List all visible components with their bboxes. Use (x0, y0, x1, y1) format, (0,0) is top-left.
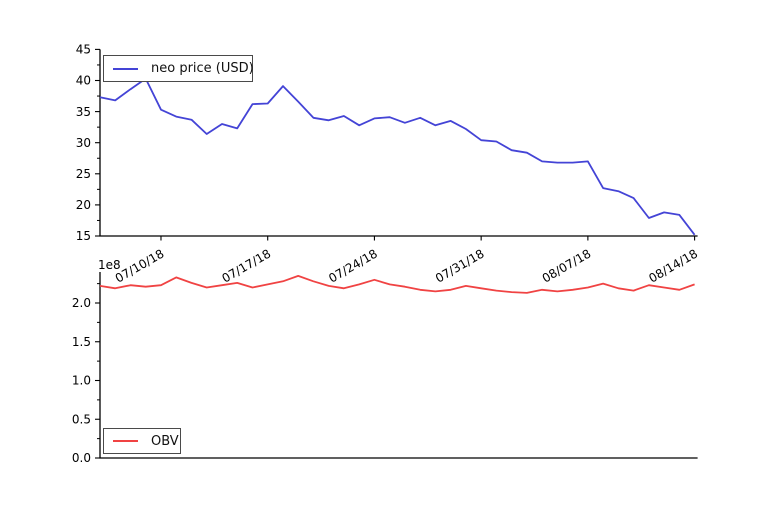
price-ytick-label: 40 (76, 74, 91, 88)
obv-offset-label: 1e8 (98, 258, 121, 272)
date-tick-label: 08/14/18 (646, 246, 700, 285)
price-legend-label: neo price (USD) (151, 61, 254, 76)
obv-ytick-label: 1.5 (72, 335, 91, 349)
price-ytick-label: 20 (76, 198, 91, 212)
price-ytick-label: 30 (76, 136, 91, 150)
obv-legend-label: OBV (151, 433, 179, 449)
date-tick-label: 07/17/18 (220, 246, 274, 285)
price-ytick-label: 25 (76, 167, 91, 181)
obv-legend: OBV (103, 428, 181, 454)
date-tick-label: 08/07/18 (540, 246, 594, 285)
obv-legend-line-sample (113, 440, 138, 442)
price-legend-line-sample (113, 67, 138, 70)
obv-ytick-label: 2.0 (72, 296, 91, 310)
price-line (99, 77, 696, 236)
price-ytick-label: 15 (76, 229, 91, 243)
obv-ytick-label: 0.0 (72, 451, 91, 465)
obv-ytick-label: 1.0 (72, 374, 91, 388)
price-ytick-label: 35 (76, 105, 91, 119)
obv-ytick-label: 0.5 (72, 412, 91, 426)
date-tick-label: 07/31/18 (433, 246, 487, 285)
price-ytick-label: 45 (76, 43, 91, 57)
date-tick-label: 07/10/18 (113, 246, 167, 285)
price-legend: neo price (USD) (103, 55, 254, 82)
obv-line (99, 274, 695, 294)
